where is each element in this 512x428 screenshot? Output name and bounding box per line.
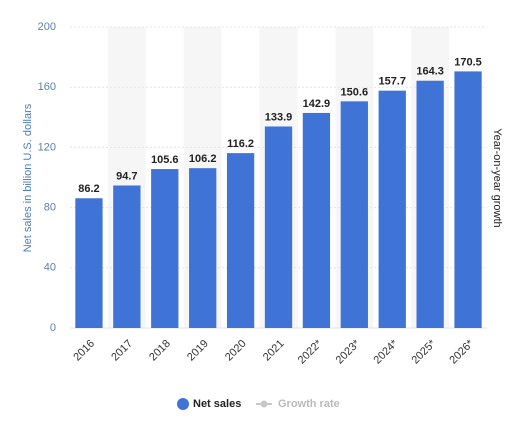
y2-axis-label: Year-on-year growth <box>491 128 503 227</box>
y-axis-label: Net sales in billion U.S. dollars <box>22 103 34 252</box>
y-tick-label: 160 <box>38 81 56 93</box>
x-tick-label: 2024* <box>372 337 401 366</box>
legend-label: Net sales <box>193 398 241 410</box>
value-label: 142.9 <box>303 98 331 110</box>
value-label: 94.7 <box>116 170 137 182</box>
x-tick-label: 2021 <box>261 338 287 364</box>
legend-marker <box>260 400 268 408</box>
value-label: 116.2 <box>227 138 254 150</box>
x-tick-label: 2017 <box>109 338 135 364</box>
x-tick-label: 2019 <box>185 338 211 364</box>
y-tick-label: 200 <box>38 21 56 33</box>
legend-marker <box>177 398 189 410</box>
bar <box>264 126 293 328</box>
x-tick-label: 2023* <box>334 337 363 366</box>
y-tick-label: 40 <box>44 262 56 274</box>
bar <box>340 101 368 328</box>
x-tick-label: 2016 <box>71 338 97 364</box>
bar <box>302 112 331 328</box>
bar <box>189 168 217 328</box>
y-tick-label: 0 <box>50 322 56 334</box>
value-label: 150.6 <box>341 86 369 98</box>
value-label: 105.6 <box>151 154 179 166</box>
bar <box>151 169 179 328</box>
bar <box>378 90 406 328</box>
bar <box>75 198 103 328</box>
value-label: 106.2 <box>189 153 217 165</box>
x-tick-label: 2026* <box>447 337 476 366</box>
value-label: 133.9 <box>265 111 293 123</box>
value-label: 170.5 <box>454 56 482 68</box>
value-label: 164.3 <box>416 66 444 78</box>
y-tick-label: 120 <box>38 141 56 153</box>
value-label: 157.7 <box>378 76 406 88</box>
x-tick-label: 2020 <box>223 338 249 364</box>
value-label: 86.2 <box>78 183 99 195</box>
y-tick-label: 80 <box>44 202 56 214</box>
bar <box>226 153 255 328</box>
x-tick-label: 2018 <box>147 338 173 364</box>
x-tick-label: 2025* <box>409 337 438 366</box>
x-tick-label: 2022* <box>296 337 325 366</box>
bar <box>113 185 141 328</box>
bar <box>454 71 482 329</box>
bar <box>416 80 444 328</box>
legend-label: Growth rate <box>278 398 340 410</box>
